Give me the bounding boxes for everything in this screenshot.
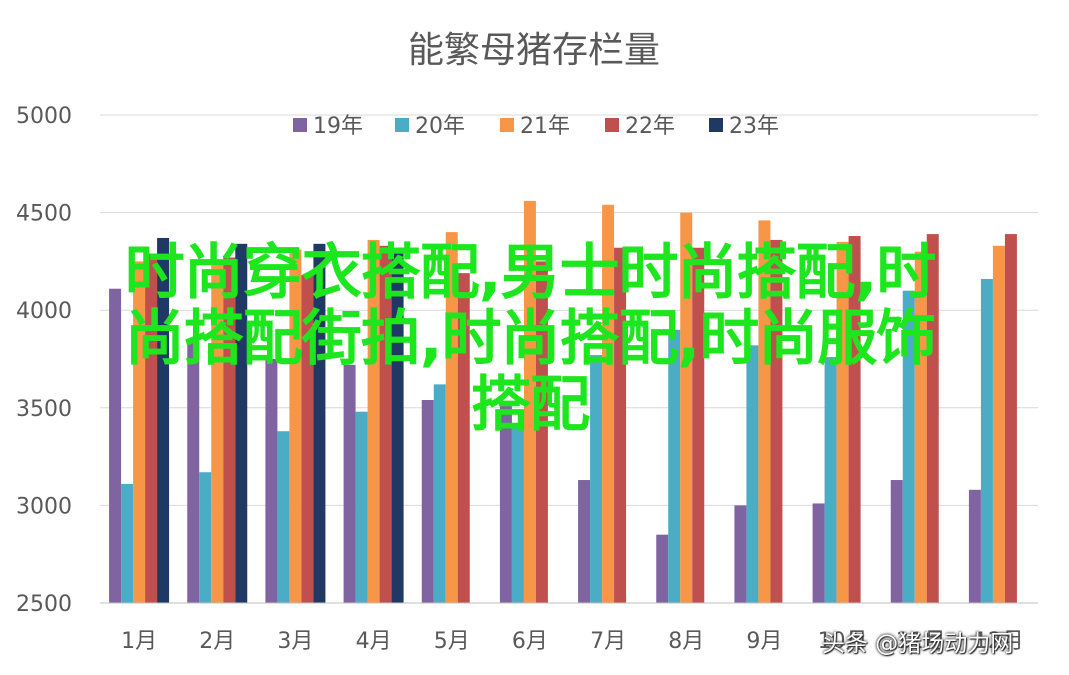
bar (379, 245, 392, 603)
y-tick-label: 3500 (16, 397, 72, 422)
bar (602, 204, 615, 604)
bar (121, 483, 134, 603)
x-tick-label: 7月 (590, 629, 626, 654)
x-tick-label: 9月 (746, 629, 782, 654)
bar (109, 288, 122, 603)
bar (313, 243, 326, 603)
x-tick-label: 10月 (818, 629, 868, 654)
bar (668, 329, 681, 603)
bar (199, 472, 212, 603)
bar (343, 364, 356, 603)
bar (457, 273, 470, 603)
x-tick-label: 1月 (121, 629, 157, 654)
bar (367, 239, 380, 604)
bar (980, 278, 993, 603)
bar (535, 261, 548, 603)
bar (770, 239, 783, 604)
watermark-text: 头条 @猪场动力网 (822, 631, 1014, 657)
bar (157, 237, 170, 603)
x-tick-label: 12月 (974, 629, 1024, 654)
bar (812, 503, 825, 603)
bar (511, 427, 524, 603)
chart-title: 能繁母猪存栏量 (408, 30, 660, 71)
bar (746, 345, 759, 603)
legend-label: 21年 (520, 114, 570, 139)
legend-swatch (500, 118, 514, 132)
bar (680, 212, 693, 603)
bar (445, 232, 458, 603)
bar (421, 399, 434, 603)
y-tick-label: 4000 (16, 299, 72, 324)
bar (902, 290, 915, 603)
bar (145, 253, 158, 604)
x-tick-label: 5月 (434, 629, 470, 654)
legend-label: 19年 (313, 114, 363, 139)
bar (235, 243, 248, 603)
bar (391, 253, 404, 604)
y-tick-label: 5000 (16, 104, 72, 129)
bar (836, 241, 849, 603)
bar (758, 220, 771, 603)
bar (578, 480, 591, 603)
bar (277, 431, 290, 603)
bar (926, 234, 939, 603)
y-tick-label: 3000 (16, 494, 72, 519)
bar (133, 261, 146, 603)
bar (992, 245, 1005, 603)
bar (223, 257, 236, 603)
legend-label: 23年 (729, 114, 779, 139)
bar (1004, 234, 1017, 603)
bar (914, 251, 927, 603)
legend-swatch (709, 118, 723, 132)
x-tick-label: 11月 (896, 629, 946, 654)
bar (187, 341, 200, 603)
legend-swatch (293, 118, 307, 132)
bar (301, 275, 314, 603)
bar (968, 489, 981, 603)
bar (890, 480, 903, 603)
bar (614, 247, 627, 603)
x-tick-label: 6月 (512, 629, 548, 654)
bar (734, 505, 747, 603)
bar (289, 249, 302, 604)
x-tick-label: 2月 (199, 629, 235, 654)
x-tick-label: 4月 (356, 629, 392, 654)
bar (211, 263, 224, 603)
bar (824, 357, 837, 603)
bar (433, 384, 446, 603)
legend-swatch (395, 118, 409, 132)
y-tick-label: 2500 (16, 592, 72, 617)
legend-swatch (605, 118, 619, 132)
bar (692, 247, 705, 603)
bar (499, 403, 512, 603)
bar (848, 236, 861, 604)
x-tick-label: 8月 (668, 629, 704, 654)
bar (590, 355, 603, 603)
y-tick-label: 4500 (16, 202, 72, 227)
legend-label: 22年 (625, 114, 675, 139)
bar (523, 200, 536, 603)
legend-label: 20年 (415, 114, 465, 139)
x-tick-label: 3月 (277, 629, 313, 654)
bar (265, 359, 278, 603)
bar (656, 534, 669, 603)
bar (355, 411, 368, 603)
